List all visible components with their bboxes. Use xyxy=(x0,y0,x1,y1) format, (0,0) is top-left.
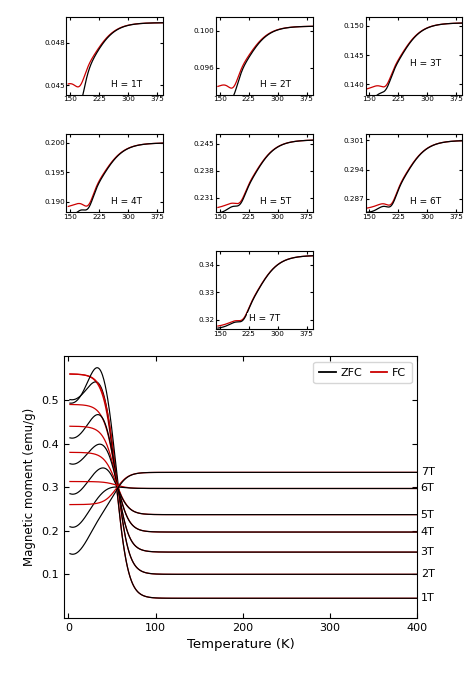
Text: H = 7T: H = 7T xyxy=(249,314,280,323)
Text: 7T: 7T xyxy=(420,467,435,477)
Text: H = 2T: H = 2T xyxy=(260,80,292,89)
Text: 1T: 1T xyxy=(420,593,434,603)
Text: H = 1T: H = 1T xyxy=(110,80,142,89)
Text: H = 6T: H = 6T xyxy=(410,197,441,206)
Legend: ZFC, FC: ZFC, FC xyxy=(313,362,411,383)
Text: H = 5T: H = 5T xyxy=(260,197,292,206)
Text: 3T: 3T xyxy=(420,547,434,557)
X-axis label: Temperature (K): Temperature (K) xyxy=(187,638,294,651)
Text: H = 3T: H = 3T xyxy=(410,58,441,68)
Text: 2T: 2T xyxy=(420,569,435,579)
Text: 6T: 6T xyxy=(420,483,434,494)
Text: 4T: 4T xyxy=(420,527,435,537)
Y-axis label: Magnetic moment (emu/g): Magnetic moment (emu/g) xyxy=(23,408,36,566)
Text: 5T: 5T xyxy=(420,510,434,519)
Text: H = 4T: H = 4T xyxy=(111,197,142,206)
